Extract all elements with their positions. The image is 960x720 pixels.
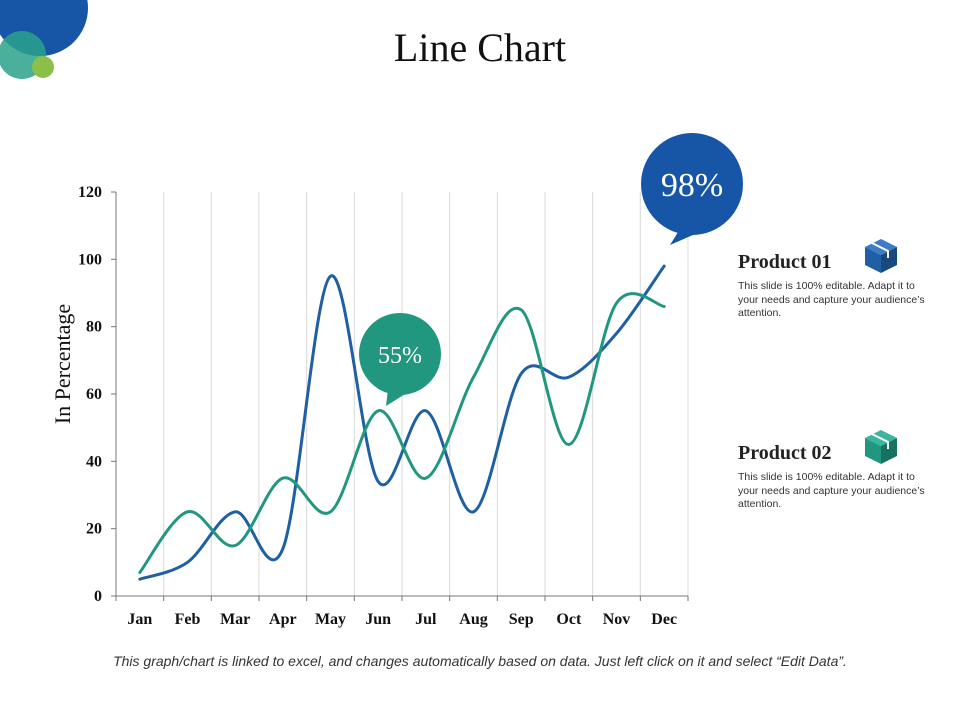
x-tick-label: Mar [220, 611, 250, 628]
callout-bubble-peak-label: 98% [661, 167, 723, 204]
page-title: Line Chart [393, 25, 567, 70]
x-tick-label: Sep [509, 611, 534, 628]
legend-product-02: Product 02 This slide is 100% editable. … [738, 430, 928, 512]
series-line-product-02 [138, 292, 666, 574]
x-tick-label: Jul [415, 611, 437, 628]
box-icon [865, 239, 897, 273]
callout-bubble-mid [359, 313, 441, 395]
x-tick-label: Oct [556, 611, 582, 628]
x-tick-label: Jan [127, 611, 152, 628]
y-axis-label: In Percentage [50, 304, 75, 424]
legend-desc-product-02: This slide is 100% editable. Adapt it to… [738, 471, 925, 510]
legend-title-product-01: Product 01 [738, 251, 832, 273]
deco-circle-green [32, 56, 54, 78]
legend-product-01: Product 01 This slide is 100% editable. … [738, 239, 928, 321]
y-tick-label: 40 [86, 453, 102, 470]
callout-bubble-mid-label: 55% [378, 343, 422, 369]
callout-bubble-peak [641, 133, 743, 235]
y-tick-label: 60 [86, 386, 102, 403]
y-tick-label: 120 [78, 184, 102, 201]
y-tick-label: 0 [94, 588, 102, 605]
y-tick-label: 20 [86, 521, 102, 538]
x-tick-label: Aug [459, 611, 487, 628]
x-tick-label: May [315, 611, 346, 628]
y-tick-label: 100 [78, 251, 102, 268]
x-tick-label: Dec [651, 611, 677, 628]
x-tick-label: Feb [175, 611, 201, 628]
x-tick-label: Jun [365, 611, 391, 628]
box-icon [865, 430, 897, 464]
decorative-circles [0, 0, 88, 79]
series-line-product-01 [138, 264, 666, 581]
y-tick-label: 80 [86, 319, 102, 336]
x-tick-label: Apr [269, 611, 297, 628]
x-tick-label: Nov [603, 611, 631, 628]
footer-note: This graph/chart is linked to excel, and… [113, 653, 847, 669]
legend-desc-product-01: This slide is 100% editable. Adapt it to… [738, 280, 925, 319]
legend-title-product-02: Product 02 [738, 442, 832, 464]
